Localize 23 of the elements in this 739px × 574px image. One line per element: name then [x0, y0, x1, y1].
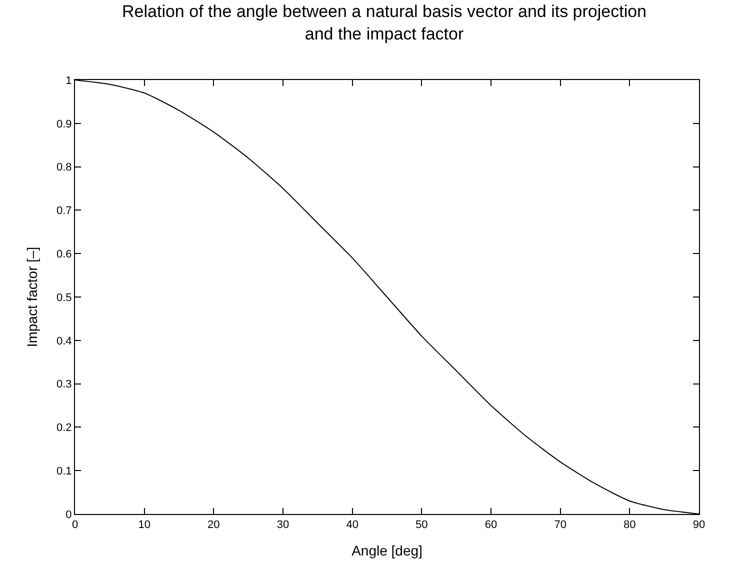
x-tick-label: 60 [484, 519, 498, 532]
y-tick-label: 0.5 [56, 292, 72, 304]
x-tick-label: 80 [624, 519, 636, 532]
y-tick-label: 0.4 [56, 335, 72, 348]
x-tick-label: 50 [416, 519, 428, 532]
y-tick-label: 0 [66, 508, 72, 521]
x-tick-label: 20 [208, 519, 220, 532]
x-tick-label: 70 [554, 519, 566, 532]
y-tick-label: 0.3 [56, 378, 72, 391]
y-tick-label: 1 [66, 74, 72, 87]
y-tick-label: 0.1 [56, 465, 72, 478]
y-tick-label: 0.6 [56, 248, 72, 260]
x-tick-label: 10 [138, 519, 150, 532]
y-tick-label: 0.8 [56, 162, 72, 174]
y-tick-label: 0.9 [56, 118, 72, 130]
y-axis-title: Impact factor [–] [24, 246, 40, 348]
y-tick-label: 0.7 [56, 205, 72, 218]
x-tick-label: 30 [276, 519, 290, 532]
x-tick-label: 40 [346, 519, 358, 532]
x-axis-title: Angle [deg] [352, 542, 422, 558]
chart-title: Relation of the angle between a natural basis vector and its projection and the impact factor [122, 2, 647, 44]
x-tick-label: 90 [692, 519, 706, 532]
y-tick-label: 0.2 [56, 422, 72, 434]
